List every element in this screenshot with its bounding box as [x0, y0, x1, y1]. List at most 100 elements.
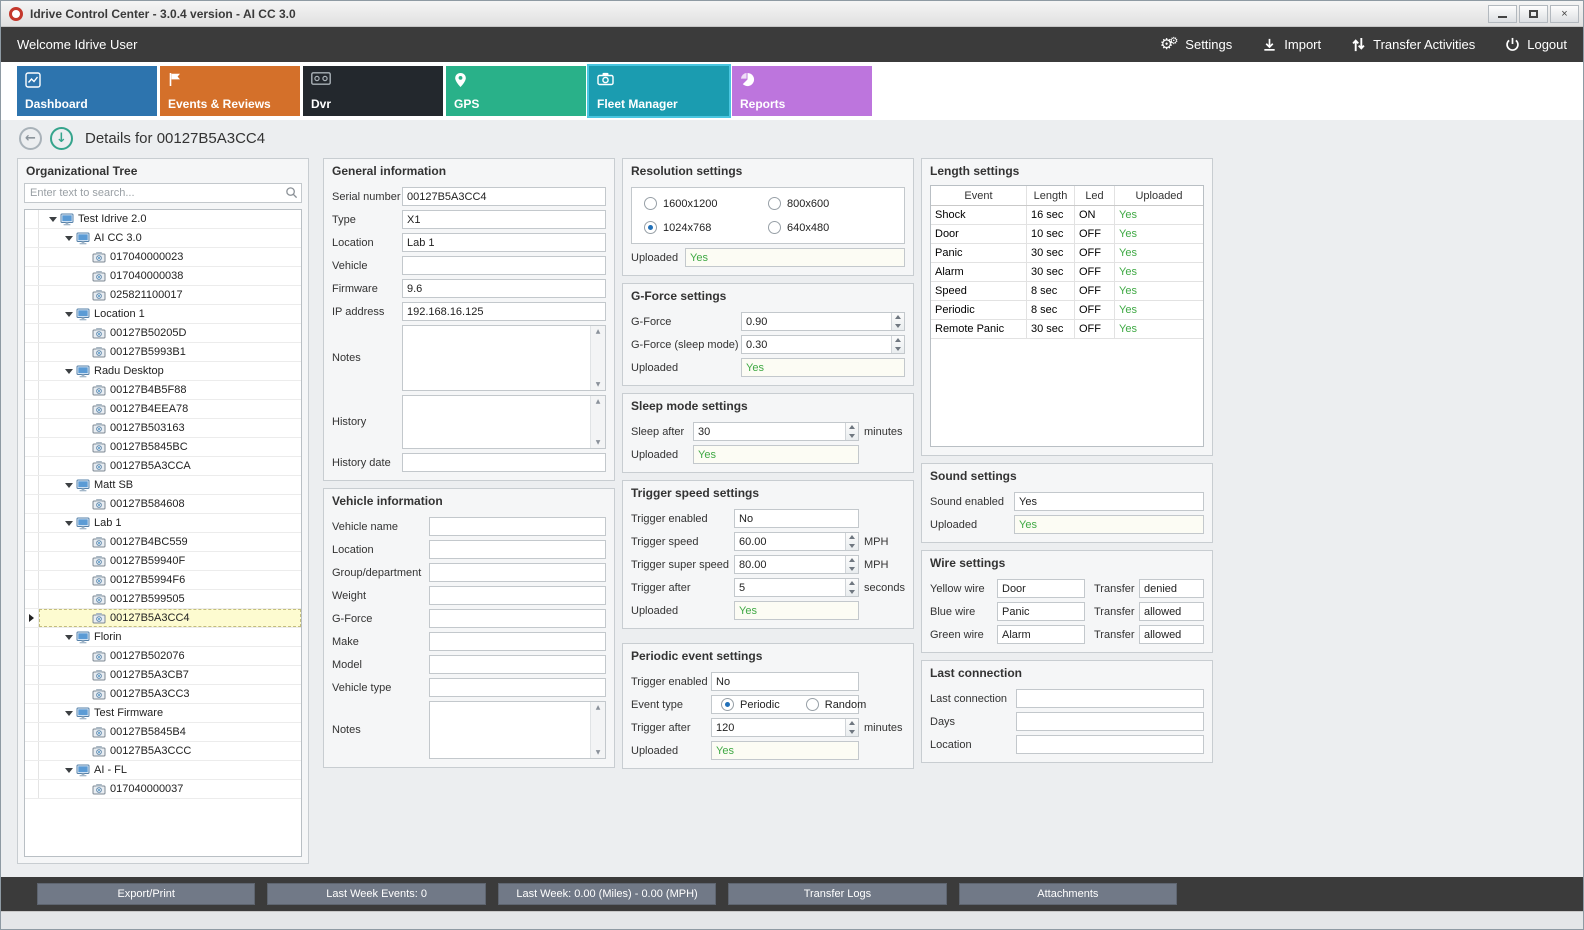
green-wire-input[interactable]: [997, 625, 1085, 644]
tree-item-017040000023[interactable]: 017040000023: [25, 248, 301, 267]
resolution-uploaded-input[interactable]: [685, 248, 905, 267]
blue-wire-transfer-input[interactable]: [1139, 602, 1204, 621]
tree-item-00127b584608[interactable]: 00127B584608: [25, 495, 301, 514]
tree-item-00127b5993b1[interactable]: 00127B5993B1: [25, 343, 301, 362]
spinner-buttons[interactable]: [845, 423, 858, 440]
yellow-wire-transfer-input[interactable]: [1139, 579, 1204, 598]
bottom-button-attachments[interactable]: Attachments: [958, 883, 1178, 905]
spinner-buttons[interactable]: [845, 556, 858, 573]
vehicle_info-notes-textarea[interactable]: [429, 701, 606, 759]
tree-item-017040000038[interactable]: 017040000038: [25, 267, 301, 286]
tree-item-ai-cc-3-0[interactable]: AI CC 3.0: [25, 229, 301, 248]
expander-icon[interactable]: [63, 236, 75, 241]
radio-random[interactable]: Random: [805, 698, 866, 711]
tree-item-00127b599505[interactable]: 00127B599505: [25, 590, 301, 609]
tree-item-radu-desktop[interactable]: Radu Desktop: [25, 362, 301, 381]
spinner-buttons[interactable]: [845, 533, 858, 550]
gforce_settings-g-force-sleep-mode-input[interactable]: [741, 335, 905, 354]
expander-icon[interactable]: [63, 483, 75, 488]
textarea-scrollbar[interactable]: ▲ ▼: [590, 702, 605, 758]
topbar-settings-button[interactable]: ⚙ ⚙ Settings: [1160, 37, 1232, 53]
spinner-buttons[interactable]: [845, 719, 858, 736]
tree-item-00127b5845b4[interactable]: 00127B5845B4: [25, 723, 301, 742]
general_info-serial-number-input[interactable]: [402, 187, 606, 206]
last_connection-last-connection-input[interactable]: [1016, 689, 1204, 708]
sound_settings-uploaded-input[interactable]: [1014, 515, 1204, 534]
radio-periodic[interactable]: Periodic: [721, 698, 780, 711]
expander-icon[interactable]: [63, 768, 75, 773]
tree-item-00127b4bc559[interactable]: 00127B4BC559: [25, 533, 301, 552]
radio-1024x768[interactable]: 1024x768: [644, 221, 768, 234]
general_info-history-textarea[interactable]: [402, 395, 606, 449]
expander-icon[interactable]: [63, 635, 75, 640]
tree-item-00127b502076[interactable]: 00127B502076: [25, 647, 301, 666]
tree-item-matt-sb[interactable]: Matt SB: [25, 476, 301, 495]
gforce_settings-uploaded-input[interactable]: [741, 358, 905, 377]
tree-item-florin[interactable]: Florin: [25, 628, 301, 647]
sleep_settings-sleep-after-input[interactable]: [693, 422, 859, 441]
maximize-button[interactable]: [1519, 4, 1548, 23]
general_info-history-date-input[interactable]: [402, 453, 606, 472]
general_info-ip-address-input[interactable]: [402, 302, 606, 321]
search-icon[interactable]: [285, 186, 298, 204]
tab-events-reviews[interactable]: Events & Reviews: [160, 66, 300, 116]
tree-item-test-firmware[interactable]: Test Firmware: [25, 704, 301, 723]
last_connection-location-input[interactable]: [1016, 735, 1204, 754]
tab-reports[interactable]: Reports: [732, 66, 872, 116]
vehicle_info-location-input[interactable]: [429, 540, 606, 559]
bottom-button-export-print[interactable]: Export/Print: [37, 883, 256, 905]
tree-item-00127b503163[interactable]: 00127B503163: [25, 419, 301, 438]
blue-wire-input[interactable]: [997, 602, 1085, 621]
tree-item-00127b50205d[interactable]: 00127B50205D: [25, 324, 301, 343]
general_info-firmware-input[interactable]: [402, 279, 606, 298]
vehicle_info-model-input[interactable]: [429, 655, 606, 674]
tab-dvr[interactable]: Dvr: [303, 66, 443, 116]
expander-icon[interactable]: [63, 711, 75, 716]
tab-gps[interactable]: GPS: [446, 66, 586, 116]
trigger_speed_settings-trigger-speed-input[interactable]: [734, 532, 859, 551]
periodic_settings-trigger-after-input[interactable]: [711, 718, 859, 737]
expander-icon[interactable]: [63, 521, 75, 526]
bottom-button-transfer-logs[interactable]: Transfer Logs: [728, 883, 947, 905]
tree-item-00127b5994f6[interactable]: 00127B5994F6: [25, 571, 301, 590]
green-wire-transfer-input[interactable]: [1139, 625, 1204, 644]
vehicle_info-vehicle-name-input[interactable]: [429, 517, 606, 536]
textarea-scrollbar[interactable]: ▲ ▼: [590, 326, 605, 390]
topbar-logout-button[interactable]: Logout: [1505, 37, 1567, 52]
tree-item-location-1[interactable]: Location 1: [25, 305, 301, 324]
topbar-import-button[interactable]: Import: [1262, 37, 1321, 52]
sound_settings-sound-enabled-input[interactable]: [1014, 492, 1204, 511]
close-button[interactable]: ×: [1550, 4, 1579, 23]
general_info-vehicle-input[interactable]: [402, 256, 606, 275]
tree-item-00127b4eea78[interactable]: 00127B4EEA78: [25, 400, 301, 419]
radio-800x600[interactable]: 800x600: [768, 197, 892, 210]
topbar-transfer-activities-button[interactable]: Transfer Activities: [1351, 37, 1475, 52]
tree-item-00127b59940f[interactable]: 00127B59940F: [25, 552, 301, 571]
periodic_settings-trigger-enabled-input[interactable]: [711, 672, 859, 691]
trigger_speed_settings-uploaded-input[interactable]: [734, 601, 859, 620]
general_info-location-input[interactable]: [402, 233, 606, 252]
radio-1600x1200[interactable]: 1600x1200: [644, 197, 768, 210]
trigger_speed_settings-trigger-enabled-input[interactable]: [734, 509, 859, 528]
tree-item-00127b4b5f88[interactable]: 00127B4B5F88: [25, 381, 301, 400]
tree-search-input[interactable]: [24, 183, 302, 203]
general_info-type-input[interactable]: [402, 210, 606, 229]
tab-dashboard[interactable]: Dashboard: [17, 66, 157, 116]
scroll-down-button[interactable]: ↓: [50, 126, 73, 150]
bottom-button-last-week-events-0[interactable]: Last Week Events: 0: [267, 883, 486, 905]
tree-item-lab-1[interactable]: Lab 1: [25, 514, 301, 533]
yellow-wire-input[interactable]: [997, 579, 1085, 598]
vehicle_info-group-department-input[interactable]: [429, 563, 606, 582]
vehicle_info-g-force-input[interactable]: [429, 609, 606, 628]
tree-item-00127b5a3cca[interactable]: 00127B5A3CCA: [25, 457, 301, 476]
tab-fleet-manager[interactable]: Fleet Manager: [589, 66, 729, 116]
spinner-buttons[interactable]: [891, 336, 904, 353]
bottom-button-last-week-0-00-miles-0-00-mph[interactable]: Last Week: 0.00 (Miles) - 0.00 (MPH): [497, 883, 717, 905]
tree-item-00127b5845bc[interactable]: 00127B5845BC: [25, 438, 301, 457]
vehicle_info-weight-input[interactable]: [429, 586, 606, 605]
expander-icon[interactable]: [63, 312, 75, 317]
trigger_speed_settings-trigger-super-speed-input[interactable]: [734, 555, 859, 574]
spinner-buttons[interactable]: [891, 313, 904, 330]
tree-item-ai-fl[interactable]: AI - FL: [25, 761, 301, 780]
expander-icon[interactable]: [47, 217, 59, 222]
